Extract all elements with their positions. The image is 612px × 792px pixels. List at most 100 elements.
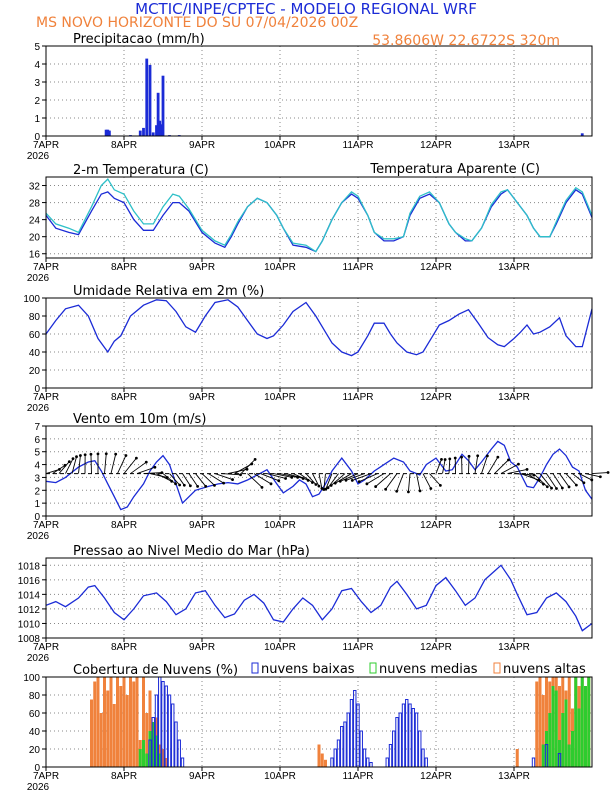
y-tick-label: 40 bbox=[29, 727, 41, 738]
x-year-label: 2026 bbox=[27, 531, 50, 542]
wind-arrow bbox=[156, 473, 172, 482]
x-year-label: 2026 bbox=[27, 653, 50, 664]
wind-arrow bbox=[188, 473, 198, 487]
wind-arrow bbox=[221, 473, 241, 476]
cloud-mid-bar bbox=[158, 753, 162, 767]
cloud-high-bar bbox=[538, 677, 542, 767]
wind-arrow-head bbox=[144, 460, 148, 464]
cloud-low-bar bbox=[343, 721, 347, 768]
cloud-mid-bar bbox=[541, 744, 545, 767]
cloud-high-bar bbox=[515, 749, 519, 767]
cloud-legend-swatch bbox=[493, 662, 501, 674]
wind-arrow bbox=[318, 473, 323, 489]
x-tick-label: 10APR bbox=[264, 771, 296, 782]
panel-title: 2-m Temperatura (C) bbox=[73, 163, 209, 178]
wind-arrow bbox=[345, 473, 365, 481]
cloud-high-bar bbox=[148, 690, 152, 767]
x-tick-label: 12APR bbox=[420, 771, 452, 782]
wind-arrow-head bbox=[67, 460, 71, 463]
wind-arrow-head bbox=[153, 465, 157, 469]
wind-arrow-head bbox=[231, 478, 234, 481]
y-tick-label: 60 bbox=[29, 709, 41, 720]
x-tick-label: 8APR bbox=[111, 642, 137, 653]
wind-arrow-head bbox=[460, 455, 463, 459]
wind-arrow bbox=[474, 455, 479, 474]
y-tick-label: 0 bbox=[34, 763, 40, 774]
wind-arrow-head bbox=[89, 452, 93, 456]
cloud-low-bar bbox=[424, 757, 428, 768]
cloud-high-bar bbox=[135, 677, 139, 767]
wind-arrow-head bbox=[418, 489, 422, 493]
wind-arrow bbox=[578, 473, 592, 481]
precip-bar bbox=[580, 133, 584, 136]
y-tick-label: 0 bbox=[34, 512, 40, 523]
cloud-high-bar bbox=[164, 758, 168, 767]
cloud-mid-bar bbox=[574, 677, 578, 767]
wind-arrow bbox=[110, 454, 117, 474]
y-tick-label: 2 bbox=[34, 96, 40, 107]
wind-arrow bbox=[481, 455, 488, 474]
wind-arrow-head bbox=[429, 487, 433, 490]
cloud-high-bar bbox=[125, 695, 129, 767]
series-line bbox=[45, 564, 593, 632]
header-coordinates: 53.8606W 22.6722S 320m bbox=[372, 33, 560, 49]
cloud-low-bar bbox=[421, 748, 425, 768]
x-tick-label: 8APR bbox=[111, 140, 137, 151]
wind-arrow-head bbox=[476, 454, 480, 458]
y-tick-label: 7 bbox=[34, 422, 40, 433]
cloud-legend-swatch bbox=[369, 662, 377, 674]
wind-arrow bbox=[539, 473, 552, 489]
cloud-high-bar bbox=[132, 681, 136, 767]
panel-5: 1008 1010 1012 1014 1016 1018 7APR 8APR 9APR 10AP… bbox=[18, 544, 593, 664]
wind-arrow-head bbox=[448, 457, 452, 461]
cloud-low-bar bbox=[167, 694, 172, 768]
cloud-high-bar bbox=[129, 677, 132, 767]
wind-arrow bbox=[143, 472, 162, 475]
x-tick-label: 10APR bbox=[264, 140, 296, 151]
x-tick-label: 7APR bbox=[33, 520, 59, 531]
wind-arrow bbox=[78, 455, 81, 474]
cloud-legend-label: nuvens altas bbox=[503, 662, 586, 677]
cloud-low-bar bbox=[171, 703, 175, 768]
cloud-low-bar bbox=[359, 730, 363, 768]
wind-arrow bbox=[312, 473, 320, 487]
y-tick-label: 20 bbox=[29, 366, 41, 377]
wind-arrow-head bbox=[284, 477, 287, 480]
wind-arrow bbox=[149, 473, 168, 478]
x-tick-label: 11APR bbox=[343, 140, 374, 151]
wind-arrow bbox=[175, 473, 185, 486]
wind-arrow-head bbox=[96, 452, 100, 456]
wind-arrow bbox=[123, 457, 137, 474]
wind-arrow-head bbox=[174, 482, 177, 486]
cloud-high-bar bbox=[317, 744, 321, 767]
wind-arrow bbox=[385, 473, 398, 490]
wind-arrow-head bbox=[440, 458, 443, 461]
wind-arrow-head bbox=[277, 479, 281, 483]
cloud-mid-bar bbox=[584, 686, 587, 767]
wind-arrow-head bbox=[222, 481, 226, 485]
wind-arrow bbox=[487, 456, 499, 474]
cloud-high-bar bbox=[142, 677, 145, 767]
panel-frame bbox=[45, 676, 593, 768]
panel-4: 0 1 2 34 5 6 7 7APR 8APR 9APR 10APR 11APR 12APR 13APR… bbox=[27, 412, 610, 542]
wind-arrow-head bbox=[326, 486, 330, 490]
wind-arrow-head bbox=[344, 478, 348, 482]
cloud-mid-bar bbox=[564, 699, 568, 767]
cloud-low-bar bbox=[174, 721, 178, 768]
cloud-mid-bar bbox=[587, 677, 591, 767]
series-line bbox=[45, 178, 593, 253]
wind-arrow bbox=[71, 456, 77, 474]
x-tick-label: 13APR bbox=[498, 771, 530, 782]
x-tick-label: 12APR bbox=[420, 392, 452, 403]
cloud-low-bar bbox=[401, 703, 406, 768]
y-tick-label: 40 bbox=[29, 348, 41, 359]
wind-arrow-head bbox=[550, 486, 553, 490]
panel-title: Precipitacao (mm/h) bbox=[73, 32, 205, 47]
cloud-high-bar bbox=[93, 681, 97, 767]
wind-arrow-head bbox=[204, 484, 208, 488]
wind-arrow-head bbox=[182, 483, 186, 487]
wind-arrow-head bbox=[606, 471, 610, 474]
wind-arrow-head bbox=[188, 484, 192, 488]
wind-arrow bbox=[52, 464, 66, 474]
